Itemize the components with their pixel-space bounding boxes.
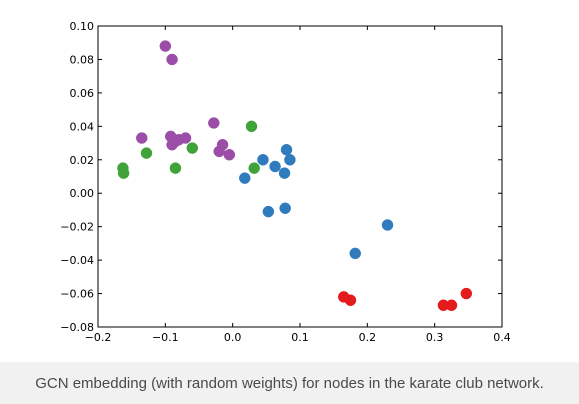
- x-tick-label: 0.0: [224, 331, 242, 344]
- data-point: [208, 117, 220, 129]
- plot-frame: [97, 25, 503, 328]
- data-point: [278, 167, 291, 179]
- data-point: [159, 40, 172, 52]
- y-tick-label: 0.08: [70, 53, 95, 66]
- data-point: [239, 172, 251, 184]
- y-tick-label: 0.02: [70, 154, 95, 167]
- y-tick-label: −0.02: [60, 221, 94, 234]
- data-point: [460, 287, 473, 300]
- data-point: [245, 120, 258, 133]
- y-axis-ticks: −0.08 −0.06 −0.04 −0.02 0.00 0.02 0.04 0.06 0.08…: [60, 20, 502, 334]
- x-axis-ticks: −0.2 −0.1 0.0 0.1 0.2 0.3 0.4: [85, 26, 511, 344]
- data-point: [166, 53, 178, 66]
- data-point: [262, 205, 275, 218]
- y-tick-label: 0.10: [70, 20, 95, 33]
- data-point: [166, 138, 178, 151]
- x-tick-label: −0.2: [85, 331, 112, 344]
- data-point: [381, 219, 394, 231]
- y-tick-label: −0.04: [60, 254, 94, 267]
- x-tick-label: 0.1: [291, 331, 309, 344]
- data-point: [140, 147, 153, 159]
- data-point: [186, 142, 199, 154]
- data-point: [280, 143, 293, 156]
- data-point: [257, 154, 269, 166]
- scatter-plot: −0.2 −0.1 0.0 0.1 0.2 0.3 0.4 −0.08−0.06−0.04−…: [60, 20, 511, 344]
- y-tick-label: 0.06: [70, 87, 95, 100]
- data-point: [445, 299, 458, 312]
- x-tick-label: −0.1: [152, 331, 179, 344]
- data-point: [136, 132, 148, 144]
- figure-caption: GCN embedding (with random weights) for …: [35, 374, 544, 392]
- caption-bar: GCN embedding (with random weights) for …: [0, 362, 579, 404]
- data-point: [223, 149, 236, 161]
- y-tick-label: 0.00: [70, 187, 95, 200]
- x-tick-label: 0.2: [359, 331, 377, 344]
- y-tick-label: 0.04: [70, 120, 95, 133]
- data-point: [169, 162, 182, 174]
- chart-figure: −0.2 −0.1 0.0 0.1 0.2 0.3 0.4 −0.08 −0.06 −0.04−…: [60, 20, 511, 344]
- x-tick-label: 0.3: [426, 331, 444, 344]
- data-point: [269, 160, 281, 173]
- data-point: [279, 202, 291, 215]
- y-tick-label: −0.08: [60, 321, 94, 334]
- data-point: [179, 132, 192, 144]
- data-point: [213, 145, 225, 158]
- data-point: [248, 162, 260, 174]
- data-point: [117, 167, 130, 179]
- data-point: [344, 294, 357, 306]
- markers-layer: [117, 40, 473, 312]
- data-point: [349, 247, 361, 260]
- data-point: [284, 154, 296, 166]
- x-tick-label: 0.4: [493, 331, 511, 344]
- y-tick-label: −0.06: [60, 288, 94, 301]
